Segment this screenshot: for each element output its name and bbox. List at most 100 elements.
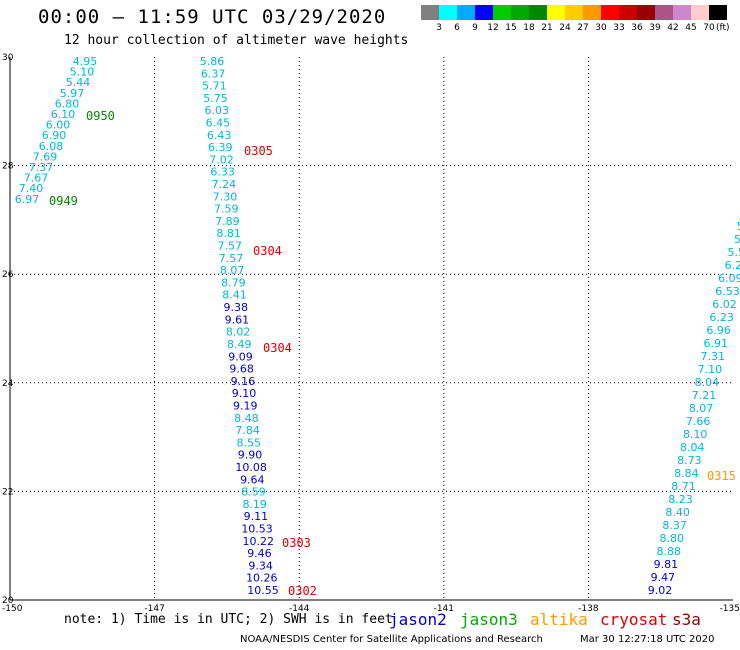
legend-label: 12 (487, 23, 499, 33)
pass-time-label: 0302 (288, 584, 317, 598)
wave-height-label: 8.55 (237, 436, 262, 449)
wave-height-label: 5. (734, 233, 740, 246)
satellite-label-jason2: jason2 (389, 610, 447, 629)
wave-height-label: 8.10 (683, 428, 708, 441)
wave-height-label: 9.10 (232, 387, 257, 400)
wave-height-label: 5.44 (66, 76, 91, 89)
pass-time-label: 0950 (86, 109, 115, 123)
wave-height-label: 6.02 (712, 298, 737, 311)
generated-timestamp: Mar 30 12:27:18 UTC 2020 (580, 634, 715, 645)
wave-height-label: 8.23 (668, 493, 693, 506)
wave-height-label: 9.02 (648, 584, 673, 597)
wave-height-label: 9.47 (651, 571, 676, 584)
wave-height-label: 8.80 (659, 532, 684, 545)
pass-time-label: 0303 (282, 536, 311, 550)
y-tick-label: 28 (2, 162, 14, 172)
legend-swatch (511, 5, 529, 20)
wave-height-label: 6.96 (706, 324, 731, 337)
wave-height-label: 8.07 (220, 264, 245, 277)
wave-height-label: 7.57 (218, 240, 243, 253)
legend-swatch (709, 5, 727, 20)
wave-height-label: 7.02 (209, 153, 234, 166)
legend-label: 36 (631, 23, 643, 33)
legend-swatch (475, 5, 493, 20)
legend-swatch (493, 5, 511, 20)
wave-height-label: 9.68 (229, 363, 254, 376)
wave-height-label: 8.37 (662, 519, 687, 532)
page-title: 00:00 – 11:59 UTC 03/29/2020 (38, 6, 387, 28)
wave-height-label: 9.81 (654, 558, 679, 571)
legend-swatch (457, 5, 475, 20)
legend-label: 21 (541, 23, 553, 33)
pass-time-label: 0304 (253, 244, 282, 258)
legend-label: 18 (523, 23, 535, 33)
legend-label: 33 (613, 23, 625, 33)
wave-height-label: 8.41 (222, 289, 247, 302)
y-tick-label: 30 (2, 53, 14, 63)
wave-height-label: 7.69 (33, 150, 58, 163)
pass-time-label: 0315 (707, 469, 736, 483)
footer-note: note: 1) Time is in UTC; 2) SWH is in fe… (64, 612, 393, 627)
legend-swatch (655, 5, 673, 20)
satellite-label-s3a: s3a (672, 610, 701, 629)
wave-height-label: 10.08 (235, 461, 267, 474)
wave-height-label: 8.04 (680, 441, 705, 454)
wave-height-label: 9.16 (231, 375, 256, 388)
wave-height-label: 5.71 (202, 80, 227, 93)
legend-label: 15 (505, 23, 517, 33)
x-tick-label: -135 (720, 604, 740, 614)
legend-swatch (565, 5, 583, 20)
wave-height-label: 7.24 (212, 178, 237, 191)
y-tick-label: 24 (2, 379, 14, 389)
wave-height-label: 9.46 (247, 547, 272, 560)
wave-height-label: 9.38 (223, 301, 248, 314)
legend-swatch (601, 5, 619, 20)
legend-label: 24 (559, 23, 571, 33)
y-tick-label: 26 (2, 270, 14, 280)
wave-height-label: 8.49 (227, 338, 252, 351)
wave-height-label: 5. (737, 220, 740, 233)
wave-height-label: 10.55 (247, 584, 279, 597)
satellite-label-altika: altika (530, 610, 588, 629)
legend-label: 42 (667, 23, 679, 33)
x-tick-label: -147 (144, 604, 164, 614)
wave-height-label: 8.02 (226, 326, 251, 339)
wave-height-label: 7.67 (24, 172, 49, 185)
wave-height-label: 8.59 (241, 486, 266, 499)
legend-swatch (637, 5, 655, 20)
wave-height-label: 7.66 (686, 415, 711, 428)
wave-height-label: 9.19 (233, 399, 258, 412)
pass-time-label: 0305 (244, 144, 273, 158)
wave-height-label: 6.91 (703, 337, 728, 350)
x-tick-label: -144 (289, 604, 310, 614)
legend-label: 27 (577, 23, 589, 33)
wave-height-label: 9.34 (248, 559, 273, 572)
wave-height-label: 6.09 (718, 272, 740, 285)
legend-swatch (619, 5, 637, 20)
wave-height-label: 8.07 (689, 402, 714, 415)
wave-height-label: 6.08 (39, 140, 64, 153)
legend-swatch (583, 5, 601, 20)
wave-height-label: 6.00 (46, 119, 71, 132)
wave-height-label: 8.81 (216, 227, 241, 240)
legend-swatch (547, 5, 565, 20)
wave-height-label: 8.48 (234, 412, 259, 425)
wave-height-label: 8.73 (677, 454, 702, 467)
wave-height-label: 10.26 (246, 572, 278, 585)
legend-swatch (691, 5, 709, 20)
pass-time-label: 0949 (49, 194, 78, 208)
wave-height-label: 6.10 (51, 108, 76, 121)
wave-height-label: 10.22 (243, 535, 275, 548)
wave-height-label: 6.80 (55, 97, 80, 110)
wave-height-label: 7.21 (692, 389, 717, 402)
legend-swatch (673, 5, 691, 20)
wave-height-label: 7.59 (214, 203, 239, 216)
x-tick-label: -141 (434, 604, 454, 614)
y-tick-label: 20 (2, 596, 14, 606)
wave-height-label: 8.19 (242, 498, 267, 511)
wave-height-label: 7.31 (701, 350, 726, 363)
legend-swatch (421, 5, 439, 20)
wave-height-label: 8.04 (695, 376, 720, 389)
wave-height-label: 6.37 (201, 67, 226, 80)
wave-height-label: 6.45 (206, 117, 231, 130)
